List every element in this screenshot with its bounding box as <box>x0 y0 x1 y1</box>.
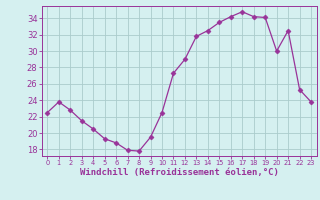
X-axis label: Windchill (Refroidissement éolien,°C): Windchill (Refroidissement éolien,°C) <box>80 168 279 177</box>
